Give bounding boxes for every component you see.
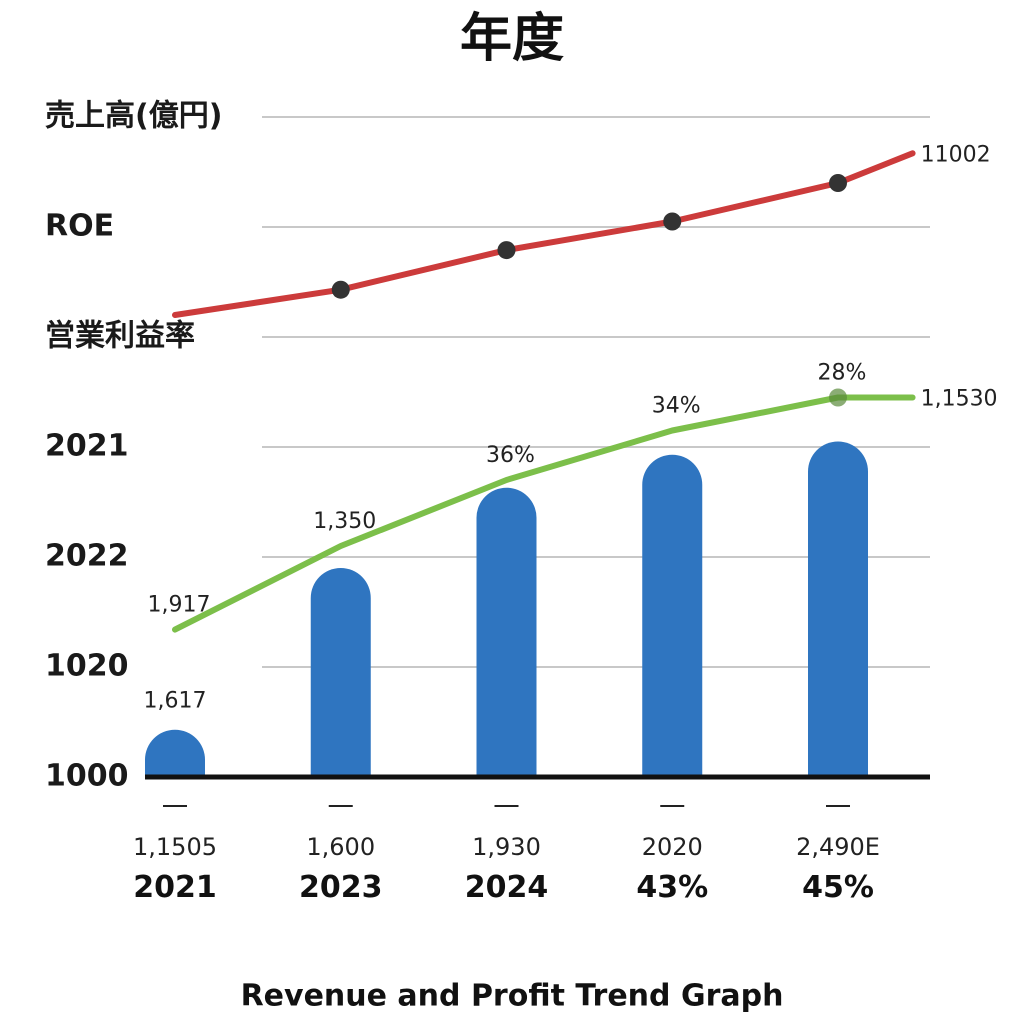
bar [145, 729, 205, 777]
x-tick-label: 43% [636, 870, 708, 905]
line-series [172, 150, 916, 318]
x-tick-label: 2024 [465, 870, 549, 905]
x-sublabel: 1,600 [306, 833, 375, 861]
line-marker [829, 388, 847, 407]
x-sublabel: 1,1505 [133, 833, 217, 861]
chart-footer: Revenue and Profit Trend Graph [241, 979, 784, 1014]
x-tick-label: 2023 [299, 870, 383, 905]
bar [476, 487, 537, 777]
bar [808, 441, 868, 777]
y-tick-label: 1020 [45, 649, 129, 684]
bar [310, 568, 371, 777]
y-tick-label: ROE [45, 209, 114, 244]
line-marker [829, 174, 847, 192]
line-marker [663, 212, 682, 231]
line-marker [331, 280, 350, 299]
line-label: 36% [486, 443, 535, 468]
line-marker [497, 241, 516, 260]
bar [642, 454, 703, 777]
x-sublabel: 2020 [642, 833, 703, 861]
y-tick-label: 2022 [45, 539, 129, 574]
x-sublabel: 1,930 [472, 833, 541, 861]
line-label: 34% [652, 394, 701, 419]
y-tick-label: 2021 [45, 429, 129, 464]
line-series [172, 394, 916, 633]
y-tick-label: 1000 [45, 759, 129, 794]
line-label: 28% [818, 361, 867, 386]
line-label: 11002 [921, 142, 991, 167]
x-sublabel: 2,490E [796, 833, 880, 861]
y-tick-label: 売上高(億円) [45, 99, 222, 134]
x-tick-label: 2021 [133, 870, 217, 905]
line-label: 1,1530 [921, 387, 998, 412]
y-tick-label: 営業利益率 [45, 319, 195, 354]
chart-title: 年度 [460, 9, 564, 69]
x-tick-label: 45% [802, 870, 874, 905]
line-label: 1,350 [313, 509, 376, 534]
bar-label: 1,617 [144, 689, 207, 714]
line-label: 1,917 [148, 593, 211, 618]
